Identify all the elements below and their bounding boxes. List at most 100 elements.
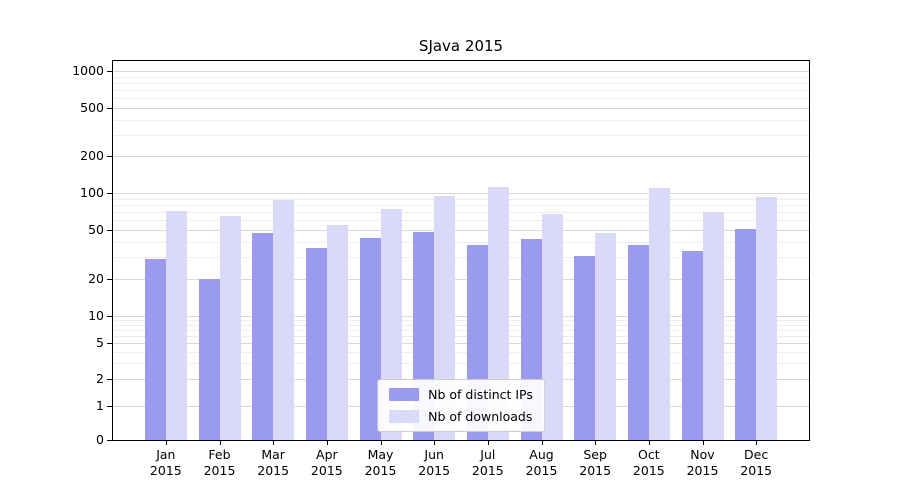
x-tick-mark xyxy=(434,441,436,445)
gridline-minor xyxy=(113,324,809,326)
x-tick-label: Mar 2015 xyxy=(257,447,290,478)
bar-downloads-oct xyxy=(648,187,670,440)
gridline-major xyxy=(113,107,809,109)
legend-item-downloads: Nb of downloads xyxy=(389,409,533,424)
gridline-major xyxy=(113,71,809,72)
legend-label-downloads: Nb of downloads xyxy=(428,409,533,424)
x-tick-mark xyxy=(648,441,650,445)
bar-ips-nov xyxy=(681,250,703,440)
gridline-major xyxy=(113,156,809,158)
x-tick-mark xyxy=(326,441,328,445)
y-tick-label: 500 xyxy=(80,99,104,115)
bar-downloads-apr xyxy=(326,224,348,440)
x-tick-mark xyxy=(541,441,543,445)
gridline-minor xyxy=(113,76,809,78)
x-tick-mark xyxy=(487,441,489,445)
gridline-minor xyxy=(113,204,809,206)
gridline-major xyxy=(113,278,809,280)
y-tick-label: 10 xyxy=(88,308,104,323)
legend-item-distinct-ips: Nb of distinct IPs xyxy=(389,387,533,402)
y-tick-label: 1 xyxy=(96,398,104,413)
gridline-minor xyxy=(113,89,809,91)
x-tick-label: Aug 2015 xyxy=(525,447,558,478)
bar-downloads-feb xyxy=(219,216,241,440)
x-tick-label: Sep 2015 xyxy=(579,447,612,478)
y-tick-mark xyxy=(107,378,112,380)
gridline-major xyxy=(113,230,809,232)
bar-downloads-jun xyxy=(434,195,456,440)
x-tick-label: Jul 2015 xyxy=(471,447,504,478)
x-tick-label: Oct 2015 xyxy=(632,447,665,478)
gridline-minor xyxy=(113,134,809,136)
bar-downloads-dec xyxy=(756,197,778,440)
x-tick-mark xyxy=(219,441,221,445)
x-tick-label: Feb 2015 xyxy=(203,447,236,478)
x-tick-label: Nov 2015 xyxy=(686,447,719,478)
x-tick-mark xyxy=(756,441,758,445)
y-tick-mark xyxy=(107,107,112,109)
bar-ips-oct xyxy=(627,244,649,440)
bar-downloads-jul xyxy=(487,187,509,440)
plot-area: Nb of distinct IPs Nb of downloads xyxy=(112,60,810,441)
y-tick-mark xyxy=(107,406,112,407)
gridline-minor xyxy=(113,119,809,121)
bar-ips-may xyxy=(359,238,381,440)
gridline-minor xyxy=(113,198,809,200)
gridline-minor xyxy=(113,320,809,322)
y-tick-mark xyxy=(107,193,112,194)
y-tick-label: 2 xyxy=(96,370,104,386)
legend-swatch-ips-icon xyxy=(389,388,420,401)
gridline-minor xyxy=(113,241,809,243)
gridline-minor xyxy=(113,335,809,337)
y-tick-mark xyxy=(107,278,112,280)
gridline-minor xyxy=(113,329,809,331)
bar-downloads-mar xyxy=(273,199,295,440)
y-tick-mark xyxy=(107,316,112,317)
bar-downloads-nov xyxy=(702,212,724,440)
bar-ips-feb xyxy=(198,278,220,440)
y-tick-mark xyxy=(107,156,112,158)
y-tick-mark xyxy=(107,343,112,345)
gridline-minor xyxy=(113,82,809,84)
x-tick-mark xyxy=(702,441,704,445)
bar-ips-dec xyxy=(735,228,757,440)
bar-ips-sep xyxy=(574,255,596,440)
y-tick-mark xyxy=(107,440,112,441)
x-tick-label: Jan 2015 xyxy=(149,447,182,478)
y-tick-label: 20 xyxy=(88,270,104,286)
y-tick-label: 100 xyxy=(80,185,104,200)
x-tick-mark xyxy=(273,441,275,445)
gridline-minor xyxy=(113,212,809,214)
x-tick-label: Dec 2015 xyxy=(740,447,773,478)
y-tick-mark xyxy=(107,230,112,232)
x-tick-label: May 2015 xyxy=(364,447,397,478)
gridline-minor xyxy=(113,351,809,353)
x-tick-label: Apr 2015 xyxy=(310,447,343,478)
x-tick-mark xyxy=(595,441,597,445)
gridline-minor xyxy=(113,220,809,222)
chart-title: SJava 2015 xyxy=(418,37,504,55)
bar-downloads-aug xyxy=(541,213,563,440)
bar-downloads-sep xyxy=(595,233,617,440)
bar-ips-jan xyxy=(144,259,166,440)
gridline-minor xyxy=(113,363,809,365)
y-tick-label: 50 xyxy=(88,222,104,238)
y-tick-mark xyxy=(107,71,112,72)
gridline-minor xyxy=(113,98,809,100)
gridline-major xyxy=(113,343,809,345)
y-tick-label: 1000 xyxy=(72,63,104,78)
legend-label-distinct-ips: Nb of distinct IPs xyxy=(428,387,533,402)
legend: Nb of distinct IPs Nb of downloads xyxy=(377,379,545,432)
bar-ips-mar xyxy=(252,233,274,440)
legend-swatch-downloads-icon xyxy=(389,410,420,423)
bar-ips-apr xyxy=(305,247,327,440)
x-tick-label: Jun 2015 xyxy=(418,447,451,478)
x-tick-mark xyxy=(380,441,382,445)
gridline-major xyxy=(113,316,809,317)
x-tick-mark xyxy=(165,441,167,445)
gridline-minor xyxy=(113,257,809,259)
y-tick-label: 5 xyxy=(96,335,104,351)
gridline-major xyxy=(113,193,809,194)
bar-downloads-jan xyxy=(165,210,187,440)
